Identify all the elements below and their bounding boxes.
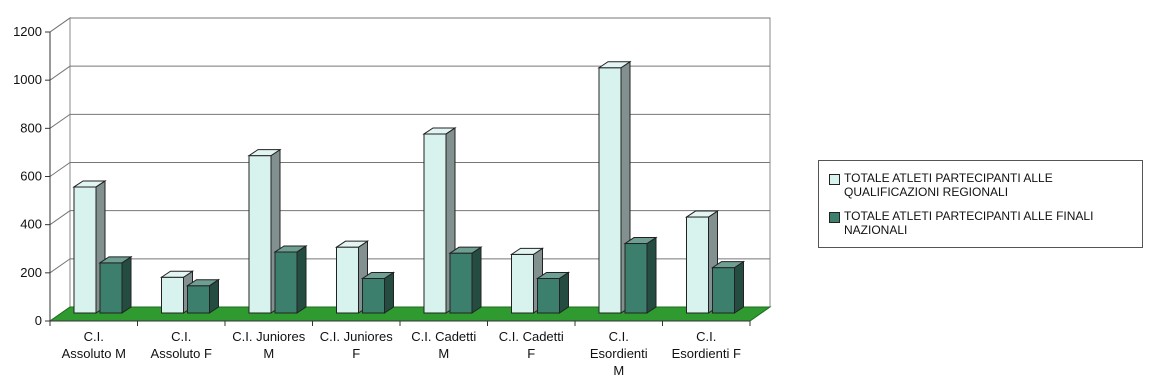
legend-swatch-qualificazioni bbox=[829, 174, 840, 185]
bar-finali bbox=[274, 251, 298, 314]
x-tick-label: C.I. Juniores M bbox=[232, 329, 305, 361]
bar-finali bbox=[187, 285, 210, 314]
legend-label-qualificazioni: TOTALE ATLETI PARTECIPANTI ALLE QUALIFIC… bbox=[844, 171, 1053, 199]
bar-top bbox=[684, 210, 720, 218]
bar-top bbox=[710, 261, 746, 269]
plot-floor bbox=[48, 306, 772, 322]
bar-qualificazioni bbox=[248, 155, 272, 314]
bar-top bbox=[334, 240, 370, 248]
bar-top bbox=[185, 279, 221, 287]
bar-top bbox=[448, 246, 483, 254]
bar-top bbox=[360, 271, 396, 279]
bar-side bbox=[121, 255, 132, 314]
y-tick-label: 1000 bbox=[13, 72, 42, 87]
bar-top bbox=[623, 237, 658, 245]
bar-finali bbox=[712, 267, 735, 314]
bar-side bbox=[384, 271, 394, 314]
bar-top bbox=[535, 271, 571, 279]
x-tick-label: C.I. Assoluto F bbox=[151, 329, 212, 361]
bar-qualificazioni bbox=[161, 276, 184, 314]
gridline bbox=[49, 17, 770, 33]
bar-qualificazioni bbox=[511, 253, 534, 314]
y-tick-label: 200 bbox=[20, 265, 42, 280]
bar-finali bbox=[362, 277, 385, 314]
bar-side bbox=[559, 271, 569, 314]
x-tick-label: C.I. Juniores F bbox=[320, 329, 393, 361]
x-tick-label: C.I. Cadetti M bbox=[411, 329, 476, 361]
bar-qualificazioni bbox=[598, 67, 622, 314]
y-tick-label: 800 bbox=[20, 120, 42, 135]
bar-side bbox=[734, 260, 744, 314]
x-tick-label: C.I. Assoluto M bbox=[62, 329, 126, 361]
x-tick-label: C.I. Cadetti F bbox=[499, 329, 564, 361]
legend-item-finali: TOTALE ATLETI PARTECIPANTI ALLE FINALI N… bbox=[829, 209, 1134, 237]
y-tick-label: 0 bbox=[35, 313, 42, 328]
bar-top bbox=[597, 61, 632, 69]
bar-finali bbox=[449, 252, 473, 314]
legend-label-finali: TOTALE ATLETI PARTECIPANTI ALLE FINALI N… bbox=[844, 209, 1094, 237]
legend: TOTALE ATLETI PARTECIPANTI ALLE QUALIFIC… bbox=[818, 160, 1143, 248]
y-tick-label: 600 bbox=[20, 169, 42, 184]
bar-qualificazioni bbox=[336, 246, 359, 314]
bar-qualificazioni bbox=[423, 133, 447, 314]
bar-top bbox=[72, 180, 107, 188]
bar-qualificazioni bbox=[73, 186, 97, 314]
bar-top bbox=[159, 270, 195, 278]
y-tick-label: 1200 bbox=[13, 24, 42, 39]
gridline bbox=[49, 113, 770, 129]
bar-top bbox=[273, 245, 308, 253]
bar-finali bbox=[99, 262, 123, 314]
gridline bbox=[49, 210, 770, 226]
gridline bbox=[49, 65, 770, 81]
bar-side bbox=[296, 245, 307, 314]
bar-top bbox=[509, 247, 545, 255]
bar-side bbox=[471, 246, 482, 314]
legend-item-qualificazioni: TOTALE ATLETI PARTECIPANTI ALLE QUALIFIC… bbox=[829, 171, 1134, 199]
x-tick-label: C.I. Esordienti M bbox=[590, 329, 648, 378]
bar-finali bbox=[624, 243, 648, 314]
bar-top bbox=[247, 149, 282, 157]
bar-qualificazioni bbox=[686, 216, 709, 314]
bar-top bbox=[422, 127, 457, 135]
legend-swatch-finali bbox=[829, 212, 840, 223]
gridline bbox=[49, 162, 770, 177]
y-tick-label: 400 bbox=[20, 217, 42, 232]
bar-finali bbox=[537, 277, 560, 314]
x-tick-label: C.I. Esordienti F bbox=[672, 329, 741, 361]
bar-top bbox=[98, 256, 133, 264]
bar-side bbox=[646, 236, 657, 314]
